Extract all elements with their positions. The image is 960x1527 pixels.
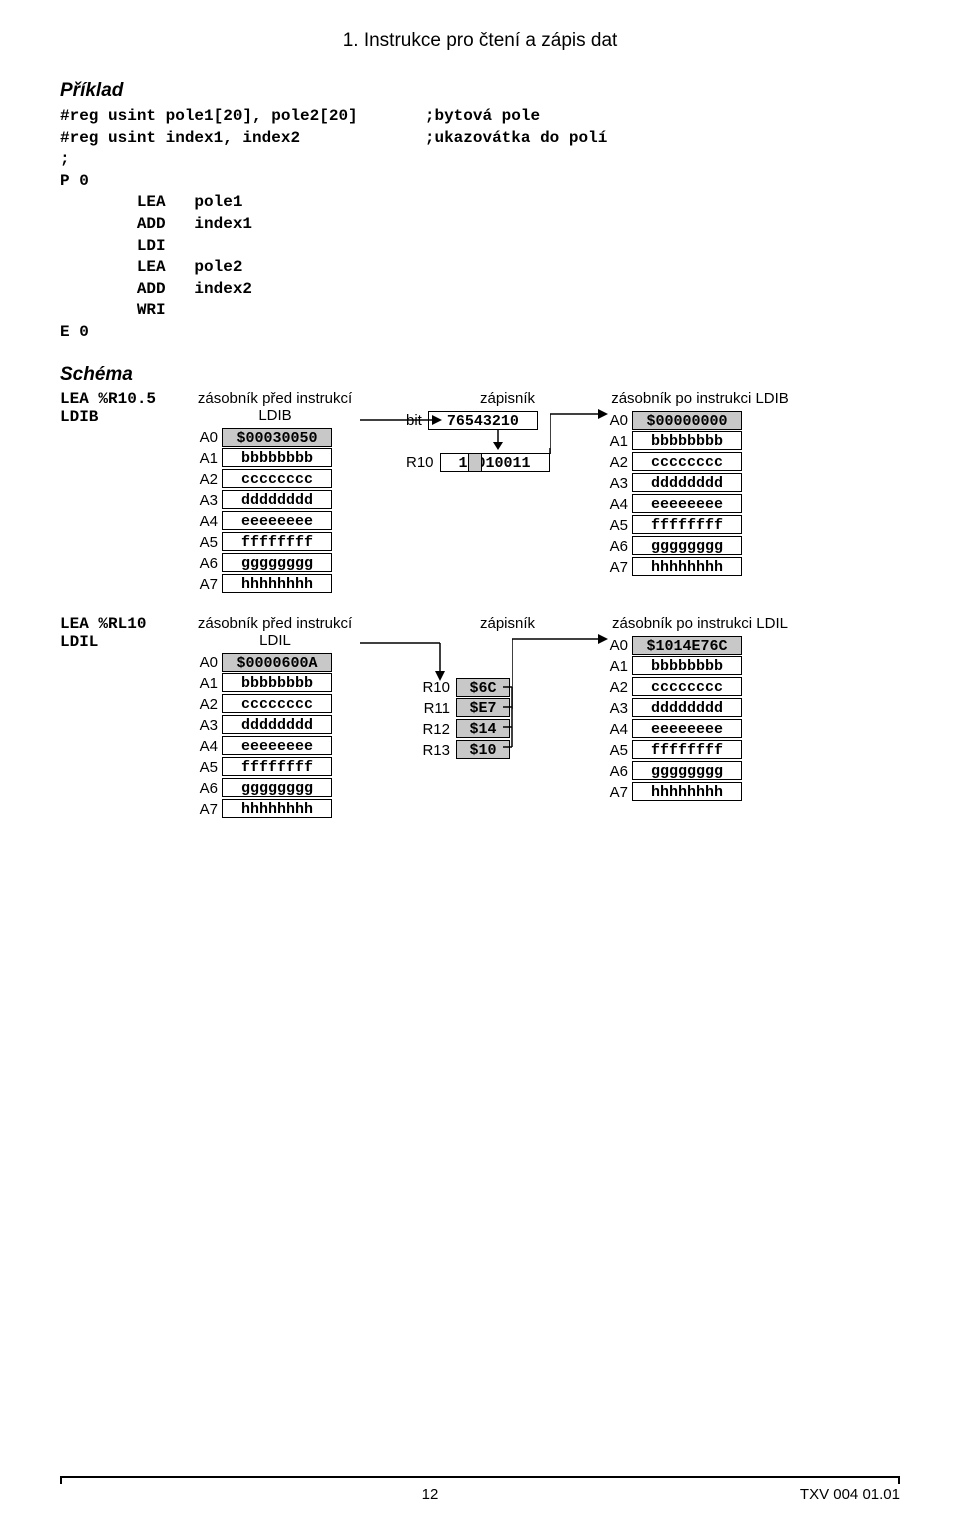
stack-cell: dddddddd <box>632 473 742 492</box>
dia2-before-title: zásobník před instrukcí LDIL <box>190 615 360 649</box>
dia1-left2: LDIB <box>60 408 190 426</box>
code-block: #reg usint pole1[20], pole2[20] ;bytová … <box>60 106 900 344</box>
reg-label: A7 <box>190 576 222 593</box>
reg-label: A5 <box>190 759 222 776</box>
stack-cell: ffffffff <box>222 532 332 551</box>
mid-reg-label: R11 <box>400 698 456 719</box>
section-title: 1. Instrukce pro čtení a zápis dat <box>60 30 900 52</box>
stack-cell: dddddddd <box>222 490 332 509</box>
reg-label: A5 <box>600 742 632 759</box>
heading-example: Příklad <box>60 80 900 102</box>
footer-page: 12 <box>422 1486 439 1503</box>
reg-label: A7 <box>600 559 632 576</box>
stack-cell: gggggggg <box>632 761 742 780</box>
reg-label: A1 <box>190 675 222 692</box>
stack-cell: eeeeeeee <box>222 511 332 530</box>
stack-cell: hhhhhhhh <box>632 557 742 576</box>
stack-cell: hhhhhhhh <box>222 574 332 593</box>
dia1-mid-r10-label: R10 <box>400 452 440 473</box>
stack-cell: $1014E76C <box>632 636 742 655</box>
reg-label: A3 <box>190 717 222 734</box>
dia1-bitbox <box>468 453 482 472</box>
reg-label: A6 <box>190 780 222 797</box>
stack-cell: cccccccc <box>222 694 332 713</box>
stack-cell: gggggggg <box>222 778 332 797</box>
mid-reg-label: R13 <box>400 740 456 761</box>
stack-cell: eeeeeeee <box>222 736 332 755</box>
reg-label: A3 <box>190 492 222 509</box>
stack-cell: $0000600A <box>222 653 332 672</box>
dia1-after-title: zásobník po instrukci LDIB <box>600 390 800 407</box>
stack-cell: bbbbbbbb <box>632 431 742 450</box>
dia2-after-title: zásobník po instrukci LDIL <box>600 615 800 632</box>
page-footer: 12 TXV 004 01.01 <box>0 1476 960 1503</box>
mid-reg-label: R10 <box>400 677 456 698</box>
reg-label: A2 <box>190 471 222 488</box>
reg-label: A5 <box>600 517 632 534</box>
stack-cell: gggggggg <box>222 553 332 572</box>
stack-cell: cccccccc <box>632 677 742 696</box>
reg-label: A0 <box>190 429 222 446</box>
dia1-mid-bit-val: 76543210 <box>428 411 538 430</box>
reg-label: A4 <box>190 513 222 530</box>
reg-label: A6 <box>190 555 222 572</box>
reg-label: A7 <box>190 801 222 818</box>
dia1-mid-bitval: 76543210 <box>447 413 519 430</box>
mid-reg-label: R12 <box>400 719 456 740</box>
stack-cell: ffffffff <box>222 757 332 776</box>
stack-cell: dddddddd <box>222 715 332 734</box>
reg-label: A3 <box>600 475 632 492</box>
stack-cell: cccccccc <box>632 452 742 471</box>
stack-cell: dddddddd <box>632 698 742 717</box>
stack-cell: bbbbbbbb <box>222 448 332 467</box>
stack-cell: $00030050 <box>222 428 332 447</box>
reg-label: A7 <box>600 784 632 801</box>
stack-cell: $00000000 <box>632 411 742 430</box>
dia2-left2: LDIL <box>60 633 190 651</box>
reg-label: A2 <box>190 696 222 713</box>
reg-label: A4 <box>190 738 222 755</box>
diagram-ldil: LEA %RL10 LDIL zásobník před instrukcí L… <box>60 615 900 820</box>
stack-cell: eeeeeeee <box>632 719 742 738</box>
reg-label: A4 <box>600 721 632 738</box>
reg-label: A1 <box>190 450 222 467</box>
reg-label: A6 <box>600 538 632 555</box>
diagram-ldib: LEA %R10.5 LDIB zásobník před instrukcí … <box>60 390 900 595</box>
reg-label: A0 <box>190 654 222 671</box>
dia1-left1: LEA %R10.5 <box>60 390 190 408</box>
dia2-left1: LEA %RL10 <box>60 615 190 633</box>
stack-cell: hhhhhhhh <box>632 782 742 801</box>
reg-label: A4 <box>600 496 632 513</box>
reg-label: A6 <box>600 763 632 780</box>
heading-schema: Schéma <box>60 364 900 386</box>
stack-cell: ffffffff <box>632 515 742 534</box>
stack-cell: ffffffff <box>632 740 742 759</box>
dia1-before-title: zásobník před instrukcí LDIB <box>190 390 360 424</box>
stack-cell: hhhhhhhh <box>222 799 332 818</box>
stack-cell: gggggggg <box>632 536 742 555</box>
footer-doc: TXV 004 01.01 <box>800 1486 900 1503</box>
stack-cell: cccccccc <box>222 469 332 488</box>
dia1-mid-r10-val: 10010011 <box>440 453 550 472</box>
stack-cell: bbbbbbbb <box>222 673 332 692</box>
stack-cell: eeeeeeee <box>632 494 742 513</box>
reg-label: A5 <box>190 534 222 551</box>
stack-cell: bbbbbbbb <box>632 656 742 675</box>
